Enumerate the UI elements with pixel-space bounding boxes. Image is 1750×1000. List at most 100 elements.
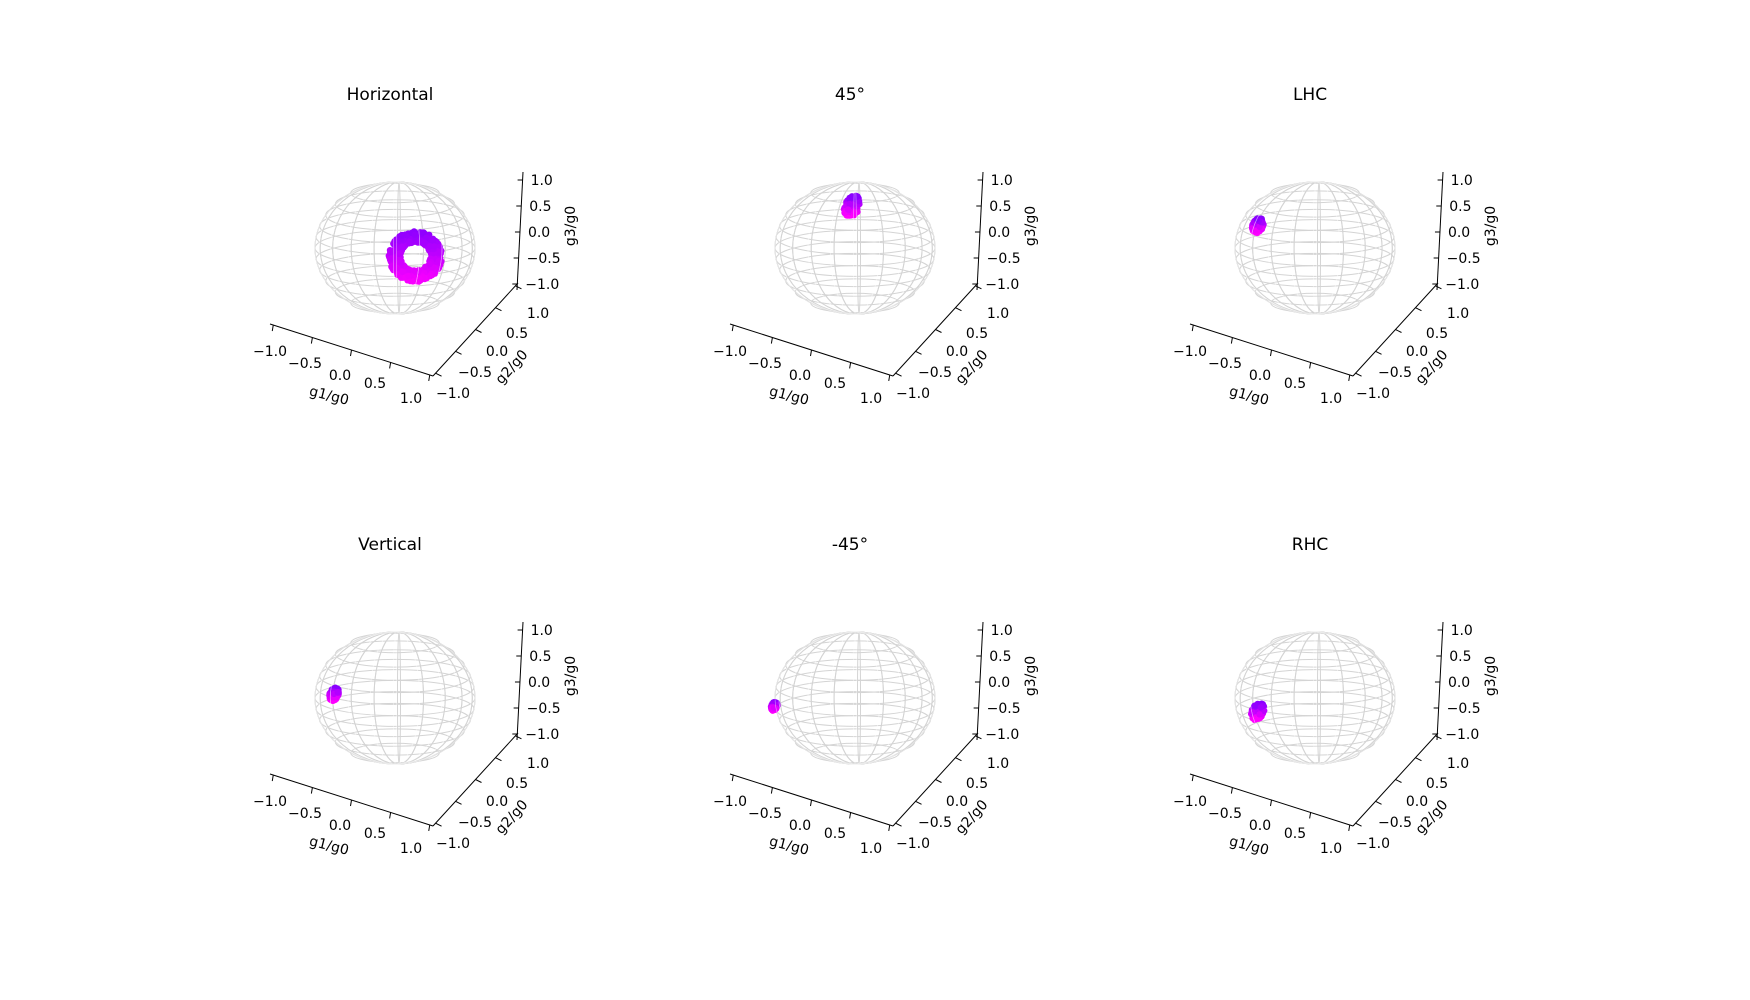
x-axis-label: g1/g0: [767, 833, 810, 858]
sphere-wireframe: [1234, 631, 1396, 765]
y-tick-mark: [1415, 757, 1422, 762]
scatter-point: [405, 272, 412, 280]
scatter-point: [416, 275, 423, 282]
subplot-svg: 45°1.00.50.0−0.5−1.0g3/g0−1.0−0.50.0 0.51…: [713, 85, 1039, 409]
x-tick-mark: [810, 799, 812, 807]
scatter-point: [398, 231, 406, 239]
z-axis-label: g3/g0: [1023, 656, 1039, 696]
sphere-front-longitude: [1249, 631, 1381, 765]
x-tick-mark: [810, 349, 812, 357]
scatter-point: [431, 243, 438, 250]
subplot-svg: Horizontal1.00.50.0−0.5−1.0g3/g0−1.0−0.5…: [253, 85, 579, 409]
z-axis-label: g3/g0: [563, 656, 579, 696]
x-axis: [729, 323, 894, 382]
sphere-latitude: [779, 702, 931, 738]
x-tick-label: −0.5: [748, 356, 782, 372]
z-axis-label: g3/g0: [1483, 656, 1499, 696]
z-tick-label: −0.5: [987, 701, 1021, 717]
x-tick-label: 0.5: [1284, 826, 1306, 842]
z-tick-label: −1.0: [1445, 277, 1479, 293]
y-tick-label: 0.0: [486, 794, 508, 810]
sphere-front-longitude: [1249, 181, 1381, 315]
y-tick-mark: [495, 307, 502, 312]
sphere-front-longitude: [789, 631, 921, 765]
scatter-point: [406, 266, 413, 273]
z-tick-label: −0.5: [527, 701, 561, 717]
x-tick-label: 1.0: [1320, 391, 1342, 407]
y-tick-mark: [1395, 329, 1402, 333]
sphere-latitude: [334, 278, 456, 306]
sphere-longitude: [1293, 631, 1345, 765]
z-tick-label: 0.5: [989, 199, 1011, 215]
z-axis-label: g3/g0: [563, 206, 579, 246]
y-tick-mark: [895, 822, 902, 827]
subplot-title: -45°: [832, 535, 868, 555]
y-tick-mark: [1355, 822, 1362, 827]
y-tick-label: 0.0: [1406, 344, 1428, 360]
y-tick-label: 0.5: [966, 776, 988, 792]
sphere-longitude: [397, 631, 401, 765]
sphere-front-longitude: [1313, 631, 1317, 765]
sphere-latitude: [1254, 640, 1376, 668]
z-axis-line: [976, 621, 984, 741]
subplot-title: 45°: [835, 85, 865, 105]
z-tick-label: 0.5: [1449, 649, 1471, 665]
sphere-wireframe: [774, 631, 936, 765]
y-tick-label: −0.5: [458, 365, 492, 381]
z-tick-label: −1.0: [1445, 727, 1479, 743]
x-tick-mark: [770, 337, 773, 344]
sphere-front-longitude: [329, 631, 461, 765]
y-tick-label: 0.0: [946, 344, 968, 360]
scatter-points: [1247, 700, 1268, 724]
scatter-point: [851, 210, 859, 217]
scatter-point: [1251, 716, 1258, 724]
sphere-front-lines: [774, 631, 936, 765]
scatter-point: [411, 231, 418, 238]
y-tick-mark: [1415, 307, 1422, 312]
x-tick-label: 0.5: [1284, 376, 1306, 392]
x-tick-label: −0.5: [1208, 806, 1242, 822]
y-tick-mark: [455, 350, 462, 355]
y-tick-mark: [495, 757, 502, 762]
sphere-front-longitude: [318, 181, 472, 315]
y-tick-label: −0.5: [1378, 365, 1412, 381]
scatter-point: [420, 229, 427, 236]
x-tick-label: −0.5: [288, 356, 322, 372]
y-tick-mark: [955, 307, 962, 312]
scatter-points: [767, 698, 781, 714]
x-tick-mark: [1348, 824, 1351, 832]
y-tick-label: 1.0: [1447, 756, 1469, 772]
x-axis: [1189, 773, 1354, 832]
x-tick-label: −0.5: [748, 806, 782, 822]
scatter-point: [392, 236, 399, 244]
subplot-svg: Vertical1.00.50.0−0.5−1.0g3/g0−1.0−0.50.…: [253, 535, 579, 859]
x-tick-mark: [1270, 349, 1272, 357]
sphere-latitude: [779, 658, 931, 694]
z-tick-label: 0.0: [1448, 675, 1470, 691]
x-tick-label: −1.0: [253, 344, 287, 360]
sphere-front-longitude: [1313, 181, 1317, 315]
y-tick-label: 0.0: [1406, 794, 1428, 810]
z-tick-label: 0.0: [988, 225, 1010, 241]
scatter-point: [389, 247, 396, 255]
z-tick-label: 0.0: [528, 675, 550, 691]
sphere-latitude: [1254, 190, 1376, 218]
y-tick-mark: [475, 329, 482, 333]
x-tick-label: −1.0: [253, 794, 287, 810]
y-tick-mark: [1375, 800, 1382, 805]
y-tick-label: 1.0: [987, 756, 1009, 772]
x-tick-label: −1.0: [1173, 344, 1207, 360]
sphere-front-longitude: [1249, 181, 1381, 315]
subplot-vertical: Vertical 1.0 0.5 0.0 −0.5 −1.0 g3/g0 −1.0 −0.5 0.…: [215, 530, 775, 970]
sphere-front-lines: [1234, 181, 1396, 315]
scatter-point: [394, 264, 401, 272]
x-tick-mark: [310, 337, 313, 344]
y-axis: [432, 732, 522, 827]
scatter-point: [398, 259, 405, 266]
sphere-front-longitude: [393, 631, 397, 765]
y-tick-label: −1.0: [1356, 386, 1390, 402]
sphere-latitude: [1239, 658, 1391, 694]
z-tick-label: −0.5: [527, 251, 561, 267]
subplot-title: RHC: [1292, 535, 1328, 555]
